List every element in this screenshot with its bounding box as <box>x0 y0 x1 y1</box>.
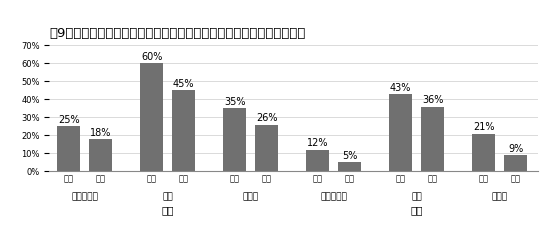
Text: 経営・自営: 経営・自営 <box>320 192 347 201</box>
Text: 36%: 36% <box>422 95 444 105</box>
Text: 経営・自営: 経営・自営 <box>71 192 98 201</box>
Bar <box>57 126 80 171</box>
Text: 9%: 9% <box>508 144 523 154</box>
Text: 43%: 43% <box>390 82 411 92</box>
Bar <box>223 108 246 171</box>
Bar <box>172 90 195 171</box>
Text: 45%: 45% <box>173 79 194 89</box>
Bar <box>140 63 163 171</box>
Text: 図9　現職の就業状況別にみた「ほぼ毎日残業」にあてはまる者の割合: 図9 現職の就業状況別にみた「ほぼ毎日残業」にあてはまる者の割合 <box>49 27 306 40</box>
Bar <box>389 94 412 171</box>
Text: 男性: 男性 <box>161 206 174 215</box>
Bar <box>255 124 278 171</box>
Text: 正規: 正規 <box>162 192 173 201</box>
Text: 21%: 21% <box>473 122 495 132</box>
Text: 女性: 女性 <box>411 206 423 215</box>
Bar <box>89 139 112 171</box>
Text: 正規: 正規 <box>411 192 422 201</box>
Text: 5%: 5% <box>342 151 357 161</box>
Text: 35%: 35% <box>224 97 245 107</box>
Text: 26%: 26% <box>256 113 277 123</box>
Text: 25%: 25% <box>58 115 80 125</box>
Bar <box>338 162 361 171</box>
Bar <box>421 107 444 171</box>
Text: 18%: 18% <box>90 128 111 138</box>
Text: 12%: 12% <box>307 138 328 148</box>
Text: 非正規: 非正規 <box>243 192 259 201</box>
Bar <box>472 134 495 171</box>
Text: 60%: 60% <box>141 52 163 62</box>
Text: 非正規: 非正規 <box>492 192 508 201</box>
Bar <box>504 155 527 171</box>
Bar <box>306 150 329 171</box>
